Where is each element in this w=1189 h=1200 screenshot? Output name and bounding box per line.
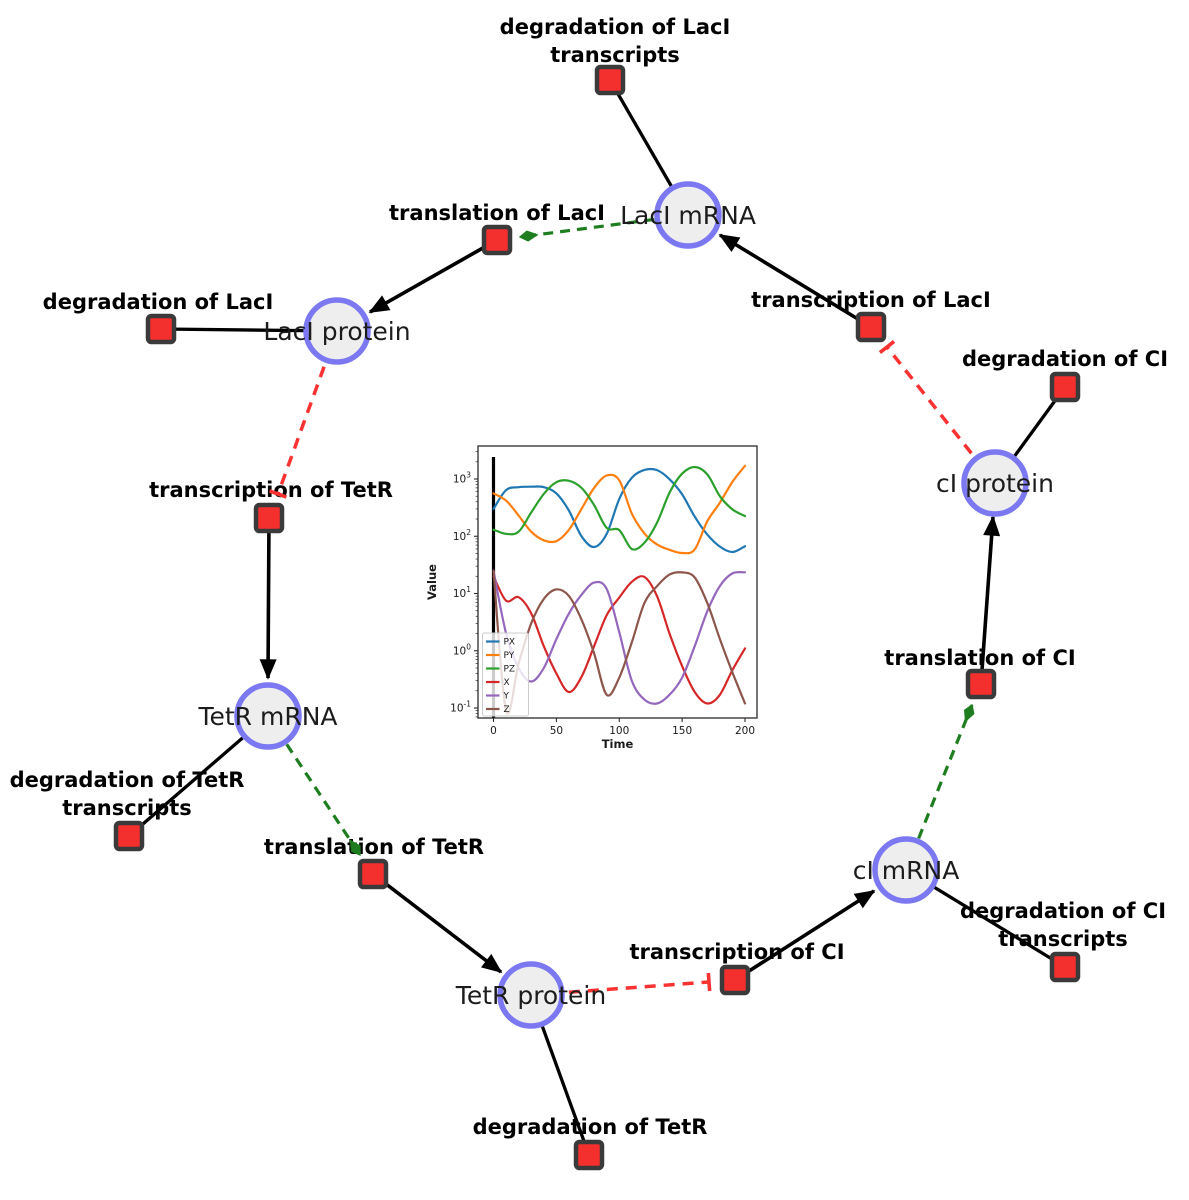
reaction-label-deg-laci: degradation of LacI (43, 290, 274, 314)
reaction-label-deg-ci-transcripts: degradation of CI (960, 899, 1166, 923)
edge-translation-laci-to-laci-protein (368, 238, 498, 314)
edge-translation-ci-to-ci-protein (979, 515, 1001, 685)
reaction-label-deg-tetr: degradation of TetR (473, 1115, 708, 1139)
reaction-label-translation-tetr: translation of TetR (264, 835, 484, 859)
chart-series-Y (492, 569, 747, 705)
edge-tetr-mrna-to-translation-tetr (266, 715, 362, 857)
reaction-label-translation-ci: translation of CI (884, 646, 1075, 670)
chart-frame (477, 445, 758, 719)
reaction-node-transcription-laci (855, 311, 887, 343)
chart-y-tick-label: 101 (453, 585, 471, 600)
legend-label-PZ: PZ (504, 665, 516, 675)
reaction-node-deg-tetr (573, 1139, 605, 1171)
edge-transcription-tetr-to-tetr-mrna (259, 517, 277, 680)
legend-label-X: X (504, 678, 510, 688)
species-label-tetr-protein: TetR protein (455, 981, 606, 1010)
species-label-laci-protein: LacI protein (263, 317, 410, 346)
reaction-label-transcription-laci: transcription of LacI (751, 288, 991, 312)
chart-x-tick-label: 0 (490, 725, 497, 737)
legend-label-Y: Y (503, 692, 510, 702)
species-node-laci-mrna (654, 181, 722, 249)
edge-ci-mrna-to-translation-ci (904, 703, 975, 871)
legend-label-Z: Z (504, 705, 510, 715)
species-node-laci-protein (303, 297, 371, 365)
edge-translation-tetr-to-tetr-protein (371, 872, 503, 974)
reaction-label-deg-laci-transcripts: degradation of LacI (500, 15, 731, 39)
reaction-node-translation-ci (965, 668, 997, 700)
reaction-node-transcription-ci (719, 964, 751, 996)
chart-y-tick-label: 10-1 (450, 700, 471, 715)
chart-y-tick-label: 103 (453, 471, 471, 486)
edge-transcription-laci-to-laci-mrna (718, 233, 872, 329)
chart-y-tick-label: 102 (453, 528, 471, 543)
chart-series-Z (492, 569, 747, 715)
reaction-node-transcription-tetr (253, 502, 285, 534)
reaction-node-deg-tetr-transcripts (113, 820, 145, 852)
inset-chart: 0 50 100 150 200 103 102 101 100 10-1 Time Value PX P… (425, 445, 758, 751)
reaction-node-translation-tetr (357, 858, 389, 890)
reaction-node-deg-laci-transcripts (594, 64, 626, 96)
chart-series-PZ (492, 465, 747, 551)
reaction-label-translation-laci: translation of LacI (389, 201, 605, 225)
edge-transcription-ci-to-ci-mrna (734, 889, 876, 982)
species-label-ci-protein: cI protein (936, 469, 1054, 498)
reaction-label-deg-laci-transcripts: transcripts (550, 43, 680, 67)
species-labels-layer: LacI mRNA LacI protein TetR mRNA TetR prote… (197, 201, 1054, 1010)
species-label-laci-mrna: LacI mRNA (620, 201, 756, 230)
legend-label-PY: PY (504, 651, 515, 661)
chart-x-tick-label: 200 (735, 725, 755, 737)
species-node-ci-protein (961, 449, 1029, 517)
reaction-label-deg-tetr-transcripts: degradation of TetR (10, 768, 245, 792)
nodes-layer (113, 64, 1081, 1171)
species-node-ci-mrna (872, 836, 940, 904)
reaction-node-translation-laci (481, 224, 513, 256)
chart-x-axis-title: Time (602, 737, 634, 751)
reaction-node-deg-laci (145, 313, 177, 345)
species-label-ci-mrna: cI mRNA (853, 856, 960, 885)
reaction-labels-layer: degradation of LacI transcripts translatio… (10, 15, 1168, 1139)
species-label-tetr-mrna: TetR mRNA (197, 702, 337, 731)
edge-laci-mrna-to-translation-laci (518, 213, 689, 242)
chart-x-tick-label: 150 (672, 725, 692, 737)
reaction-node-deg-ci (1049, 371, 1081, 403)
chart-y-axis-title: Value (425, 564, 439, 600)
chart-series-layer (492, 464, 747, 715)
reaction-label-transcription-ci: transcription of CI (629, 940, 844, 964)
chart-x-tick-label: 50 (550, 725, 563, 737)
reaction-node-deg-ci-transcripts (1049, 951, 1081, 983)
legend-label-PX: PX (504, 638, 516, 648)
reaction-label-transcription-tetr: transcription of TetR (149, 478, 393, 502)
species-node-tetr-protein (497, 961, 565, 1029)
chart-y-tick-label: 100 (453, 642, 471, 657)
chart-series-PY (492, 464, 747, 555)
chart-x-tick-label: 100 (609, 725, 629, 737)
reaction-label-deg-ci: degradation of CI (962, 347, 1168, 371)
chart-series-X (492, 575, 747, 705)
species-node-tetr-mrna (234, 682, 302, 750)
